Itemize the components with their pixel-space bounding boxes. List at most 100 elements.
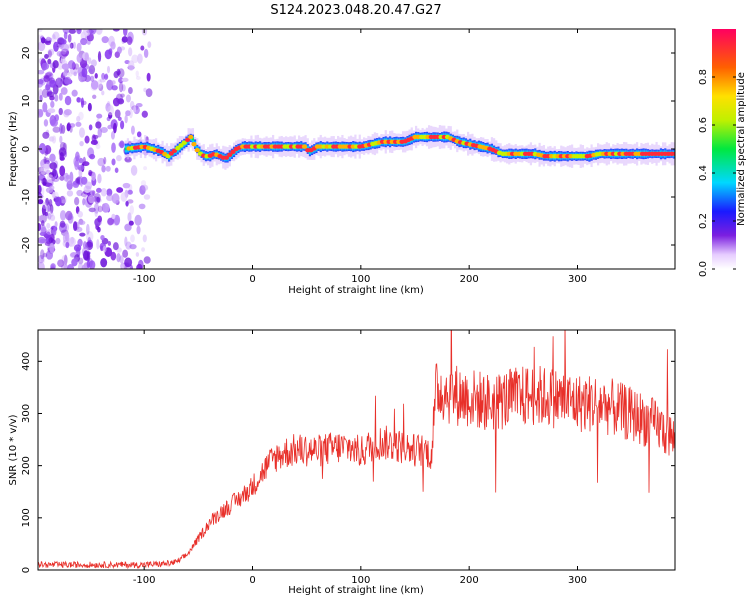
noise-blob [58,92,63,101]
noise-blob [61,199,67,204]
noise-blob [111,85,118,91]
ridge-core [672,151,675,156]
noise-blob [84,52,90,62]
snr-frame [37,329,676,571]
noise-blob [120,192,128,202]
noise-blob [42,102,48,113]
x-tick-label: 200 [460,274,479,285]
noise-blob [110,131,115,140]
noise-blob [90,139,98,146]
noise-blob [49,214,56,222]
noise-blob [124,114,128,124]
noise-blob [67,43,73,49]
noise-blob [50,100,55,108]
noise-blob [85,181,93,190]
noise-blob [43,74,50,79]
noise-blob [82,161,90,167]
noise-blob [135,70,139,78]
noise-blob [38,215,43,222]
noise-blob [43,119,49,127]
noise-blob [99,78,106,83]
colorbar-gradient [712,29,736,269]
noise-blob [48,216,52,221]
noise-blob [106,188,113,197]
noise-blob [122,249,129,258]
noise-blob [90,189,96,196]
noise-blob [67,123,71,130]
noise-blob [76,189,83,197]
noise-blob [126,36,133,45]
noise-blob [38,81,43,88]
noise-blob [110,41,116,50]
colorbar-ticks: 0.0 0.2 0.4 0.6 0.8 [698,69,736,277]
noise-blob [79,232,86,237]
noise-blob [141,184,149,191]
noise-blob [59,165,66,177]
noise-blob [69,42,74,49]
noise-blob [94,73,98,79]
noise-blob [92,190,96,197]
noise-blob [43,156,47,165]
snr-panel: -100 0 100 200 300 0 100 200 300 400 Height of s… [8,329,676,596]
noise-blob [38,108,44,118]
noise-blob [76,115,81,123]
noise-blob [131,54,139,64]
noise-blob [49,242,55,254]
noise-blob [83,29,91,37]
colorbar-tick-label: 0.6 [698,117,709,133]
noise-blob [128,47,133,57]
noise-blob [97,173,102,184]
noise-blob [62,29,70,34]
noise-blob [139,185,146,195]
noise-blob [68,29,76,34]
noise-blob [129,244,137,250]
noise-blob [97,127,102,138]
noise-blob [47,212,52,220]
noise-blob [46,174,54,184]
x-tick-label: 300 [568,274,587,285]
noise-blob [121,263,125,269]
noise-blob [101,36,109,44]
colorbar-tick-label: 0.2 [698,213,709,229]
noise-blob [88,260,96,269]
noise-blob [57,259,65,268]
snr-y-axis-label: SNR (10 * v/v) [8,414,19,485]
noise-blob [122,182,131,189]
noise-blob [80,97,85,108]
noise-blob [110,251,117,261]
noise-blob [136,225,141,235]
noise-blob [100,187,107,197]
noise-blob [65,175,74,184]
noise-blob [52,227,57,236]
noise-blob [47,48,55,56]
figure-title: S124.2023.048.20.47.G27 [270,3,441,18]
noise-blob [80,37,88,46]
noise-blob [55,196,62,207]
noise-blob [42,252,48,258]
noise-blob [101,202,110,213]
ridge-core [230,149,236,155]
noise-blob [72,41,76,49]
noise-blob [59,135,63,144]
noise-blob [127,189,133,195]
ridge-core [165,154,171,159]
noise-blob [97,215,103,223]
noise-blob [38,29,43,33]
noise-blob [134,214,142,226]
ridge-core [223,155,230,160]
ridge-core [188,134,194,140]
noise-blob [69,125,73,133]
ridge-core [175,145,181,151]
ridge-core [301,144,308,149]
noise-blob [76,29,81,32]
noise-blob [94,207,98,217]
noise-blob [72,182,80,188]
noise-blob [102,245,107,253]
noise-blob [75,178,80,184]
noise-blob [121,36,128,43]
noise-blob [121,77,129,82]
noise-blob [141,247,145,252]
noise-blob [46,91,55,98]
y-tick-label: 200 [21,456,32,475]
